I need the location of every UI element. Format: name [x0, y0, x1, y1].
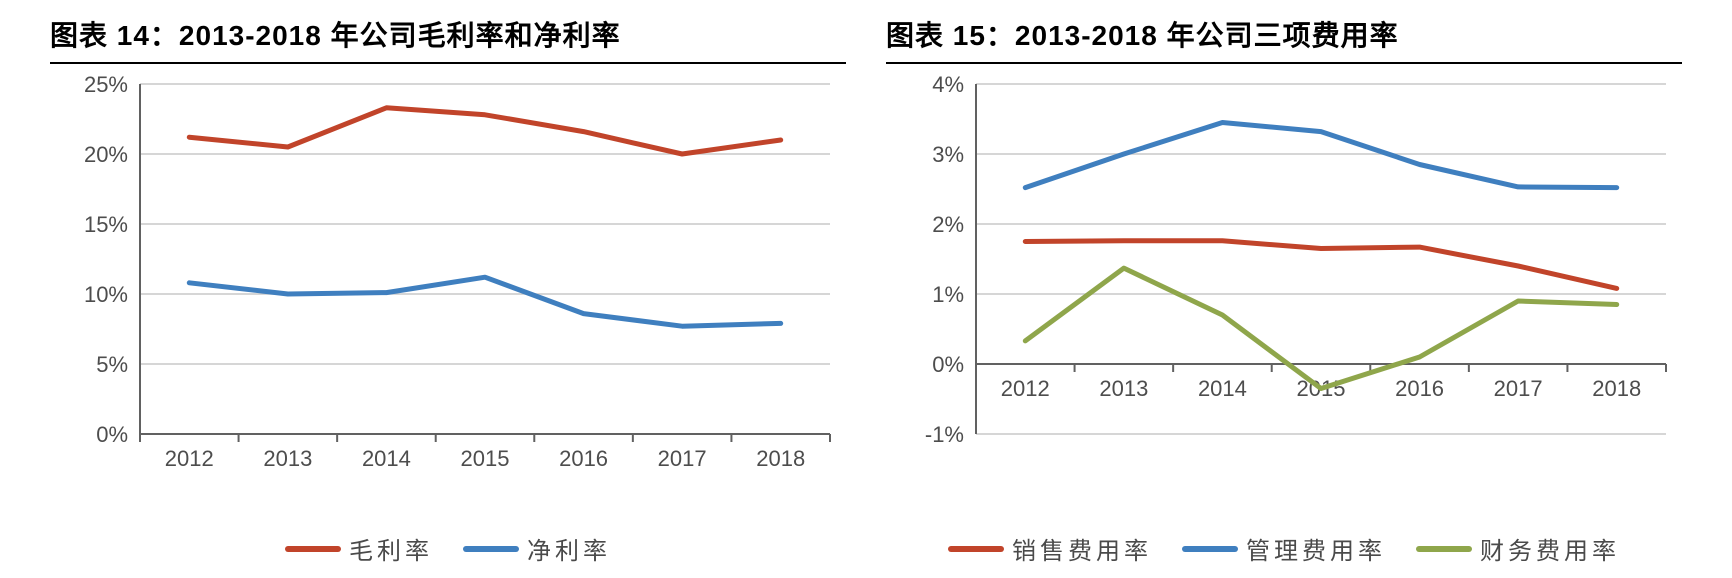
svg-text:2015: 2015 [461, 446, 510, 471]
right-chart-legend: 销售费用率 管理费用率 财务费用率 [886, 525, 1682, 568]
svg-text:10%: 10% [84, 282, 128, 307]
legend-item: 销售费用率 [948, 531, 1152, 566]
svg-text:0%: 0% [932, 352, 964, 377]
legend-label: 管理费用率 [1246, 531, 1386, 566]
right-chart-svg: -1%0%1%2%3%4%201220132014201520162017201… [886, 64, 1686, 484]
left-chart-holder: 0% 5% 10% 15% 20% 25% 2012 2013 2014 2015 2016 2017… [50, 64, 846, 525]
svg-text:2016: 2016 [1395, 376, 1444, 401]
left-chart-legend: 毛利率 净利率 [50, 525, 846, 568]
svg-text:2%: 2% [932, 212, 964, 237]
svg-text:25%: 25% [84, 72, 128, 97]
svg-text:2017: 2017 [1494, 376, 1543, 401]
svg-text:20%: 20% [84, 142, 128, 167]
legend-item: 净利率 [463, 531, 611, 566]
legend-item: 毛利率 [285, 531, 433, 566]
svg-text:1%: 1% [932, 282, 964, 307]
svg-text:2014: 2014 [362, 446, 411, 471]
legend-item: 管理费用率 [1182, 531, 1386, 566]
svg-text:0%: 0% [96, 422, 128, 447]
svg-text:2013: 2013 [263, 446, 312, 471]
svg-text:2018: 2018 [1592, 376, 1641, 401]
svg-text:2018: 2018 [756, 446, 805, 471]
right-chart-holder: -1%0%1%2%3%4%201220132014201520162017201… [886, 64, 1682, 525]
svg-text:2013: 2013 [1099, 376, 1148, 401]
legend-swatch [285, 546, 341, 552]
left-panel: 图表 14：2013-2018 年公司毛利率和净利率 0% 5% 10% 15% 20%… [30, 10, 866, 568]
svg-text:2012: 2012 [165, 446, 214, 471]
legend-label: 财务费用率 [1480, 531, 1620, 566]
svg-text:2017: 2017 [658, 446, 707, 471]
legend-swatch [463, 546, 519, 552]
right-panel: 图表 15：2013-2018 年公司三项费用率 -1% 0% 1% 2% 3% 4% 20… [866, 10, 1702, 568]
left-chart-svg: 0% 5% 10% 15% 20% 25% 2012 2013 2014 2015 2016 2017… [50, 64, 850, 484]
legend-label: 净利率 [527, 531, 611, 566]
page: 图表 14：2013-2018 年公司毛利率和净利率 0% 5% 10% 15% 20%… [0, 0, 1732, 578]
legend-label: 毛利率 [349, 531, 433, 566]
svg-text:3%: 3% [932, 142, 964, 167]
svg-text:4%: 4% [932, 72, 964, 97]
svg-text:2016: 2016 [559, 446, 608, 471]
legend-label: 销售费用率 [1012, 531, 1152, 566]
svg-text:15%: 15% [84, 212, 128, 237]
left-chart-title: 图表 14：2013-2018 年公司毛利率和净利率 [50, 10, 846, 64]
svg-text:2012: 2012 [1001, 376, 1050, 401]
legend-swatch [1416, 546, 1472, 552]
svg-text:5%: 5% [96, 352, 128, 377]
legend-swatch [948, 546, 1004, 552]
legend-swatch [1182, 546, 1238, 552]
svg-text:2014: 2014 [1198, 376, 1247, 401]
legend-item: 财务费用率 [1416, 531, 1620, 566]
svg-text:-1%: -1% [925, 422, 964, 447]
right-chart-title: 图表 15：2013-2018 年公司三项费用率 [886, 10, 1682, 64]
